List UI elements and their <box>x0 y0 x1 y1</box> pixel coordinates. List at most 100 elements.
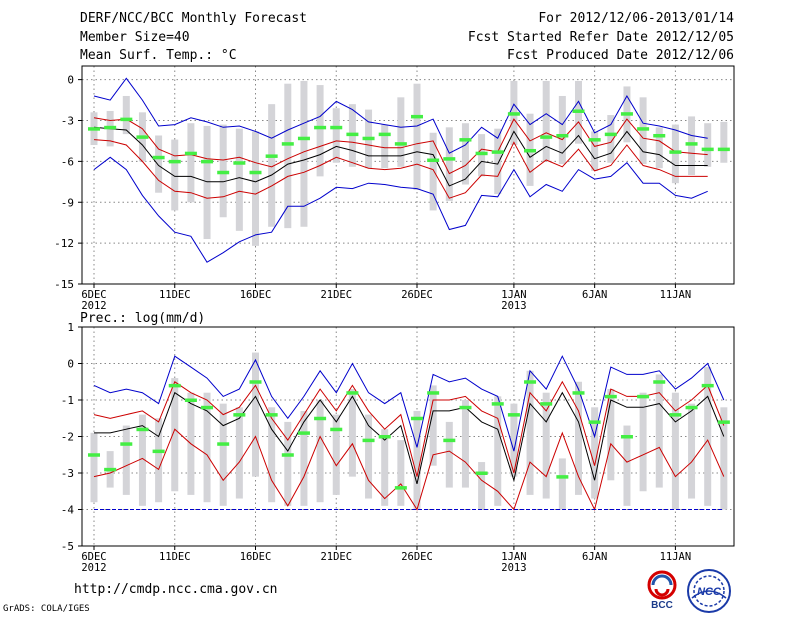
temp-x-tick-label: 26DEC <box>401 289 433 301</box>
prec-ensemble-bar <box>607 389 615 481</box>
prec-median-mark <box>184 398 197 402</box>
temp-median-mark <box>653 133 666 138</box>
temp-ensemble-bar <box>397 97 405 167</box>
prec-median-mark <box>427 391 440 395</box>
temp-median-mark <box>701 147 714 152</box>
temp-x-tick-label: 1JAN <box>501 289 526 301</box>
produced-date: Fcst Produced Date 2012/12/06 <box>507 48 734 63</box>
prec-median-mark <box>669 413 682 417</box>
temp-median-mark <box>346 132 359 137</box>
prec-median-mark <box>701 383 714 388</box>
temp-y-tick-label: -9 <box>61 196 74 209</box>
temp-median-mark <box>588 138 601 142</box>
prec-ensemble-bar <box>268 407 276 503</box>
prec-ensemble-bar <box>300 410 308 506</box>
prec-ensemble-bar <box>316 400 324 503</box>
prec-y-tick-label: -1 <box>61 394 74 407</box>
temp-ensemble-bar <box>381 124 389 169</box>
temp-median-mark <box>217 170 230 175</box>
temp-ensemble-bar <box>284 83 292 229</box>
temp-ensemble-bar <box>316 85 324 177</box>
prec-x-tick-label: 16DEC <box>240 551 272 563</box>
prec-ensemble-bar <box>365 414 373 499</box>
prec-median-mark <box>104 467 117 472</box>
temp-ensemble-bar <box>591 131 599 171</box>
temp-ensemble-bar <box>268 104 276 227</box>
prec-median-mark <box>588 420 601 424</box>
prec-median-mark <box>637 394 650 399</box>
temp-ensemble-bar <box>155 135 163 193</box>
temp-x-tick-label: 16DEC <box>240 289 272 301</box>
prec-p90-line <box>93 380 725 477</box>
temp-ensemble-bar <box>688 116 696 175</box>
prec-ensemble-bar <box>203 392 211 503</box>
temp-median-mark <box>330 125 343 130</box>
temp-ensemble-bar <box>461 123 469 185</box>
prec-median-mark <box>604 394 617 399</box>
temp-ensemble-bar <box>478 134 486 177</box>
temp-median-mark <box>685 142 698 146</box>
grads-credit: GrADS: COLA/IGES <box>3 604 90 614</box>
chart-title: DERF/NCC/BCC Monthly Forecast <box>80 11 307 26</box>
temp-median-mark <box>669 150 682 154</box>
prec-median-mark <box>346 391 359 395</box>
temp-median-mark <box>249 170 262 175</box>
prec-ensemble-bar <box>332 414 340 495</box>
prec-y-tick-label: -2 <box>61 431 74 444</box>
temp-ensemble-bar <box>704 123 712 167</box>
prec-ensemble-bar <box>219 403 227 506</box>
svg-text:NCC: NCC <box>697 586 722 598</box>
temp-ensemble-bar <box>122 95 130 135</box>
prec-ensemble-bar <box>461 400 469 488</box>
member-size: Member Size=40 <box>80 30 190 45</box>
prec-median-mark <box>265 413 278 417</box>
temp-median-mark <box>556 133 569 138</box>
prec-ensemble-bar <box>252 352 259 477</box>
temp-ensemble-bar <box>494 128 502 195</box>
prec-ensemble-bar <box>381 429 389 506</box>
temp-median-mark <box>491 150 504 154</box>
prec-ensemble-bar <box>171 378 179 492</box>
source-url[interactable]: http://cmdp.ncc.cma.gov.cn <box>74 582 278 597</box>
prec-y-tick-label: -3 <box>61 467 74 480</box>
ncc-logo: NCC <box>687 569 731 613</box>
temp-ensemble-bar <box>607 115 615 163</box>
prec-median-mark <box>378 435 391 439</box>
temp-median-mark <box>443 157 456 161</box>
prec-ensemble-bar <box>138 414 146 506</box>
prec-x-tick-label: 1JAN <box>501 551 526 563</box>
temp-ensemble-bar <box>671 124 679 184</box>
temp-ensemble-bar <box>655 127 663 169</box>
temp-p90-line <box>93 117 708 175</box>
temp-median-mark <box>572 109 585 113</box>
prec-x-tick-year-label: 2012 <box>81 562 106 574</box>
prec-ensemble-bar <box>704 367 712 506</box>
prec-median-mark <box>136 427 149 432</box>
prec-median-mark <box>459 405 472 410</box>
temp-ensemble-bar <box>429 132 437 211</box>
prec-ensemble-bar <box>542 392 550 499</box>
prec-median-mark <box>217 442 230 446</box>
prec-median-mark <box>717 420 730 424</box>
prec-ensemble-bar <box>575 381 582 495</box>
temp-median-mark <box>233 161 246 165</box>
prec-x-tick-label: 26DEC <box>401 551 433 563</box>
prec-ensemble-bar <box>122 425 130 495</box>
temp-median-mark <box>378 132 391 137</box>
prec-max-line <box>93 355 725 452</box>
temp-median-mark <box>88 127 100 131</box>
temp-min-line <box>93 156 708 263</box>
prec-y-tick-label: -4 <box>61 504 75 517</box>
temp-median-mark <box>394 142 407 146</box>
prec-median-mark <box>249 380 262 384</box>
prec-ensemble-bar <box>591 407 599 499</box>
prec-ensemble-bar <box>688 403 696 499</box>
prec-ensemble-bar <box>348 389 356 477</box>
temp-median-mark <box>717 147 730 152</box>
forecast-period: For 2012/12/06-2013/01/14 <box>538 11 734 26</box>
svg-text:BCC: BCC <box>651 600 673 610</box>
temp-x-tick-year-label: 2013 <box>501 300 526 312</box>
prec-median-mark <box>572 391 585 395</box>
prec-x-tick-label: 11DEC <box>159 551 191 563</box>
